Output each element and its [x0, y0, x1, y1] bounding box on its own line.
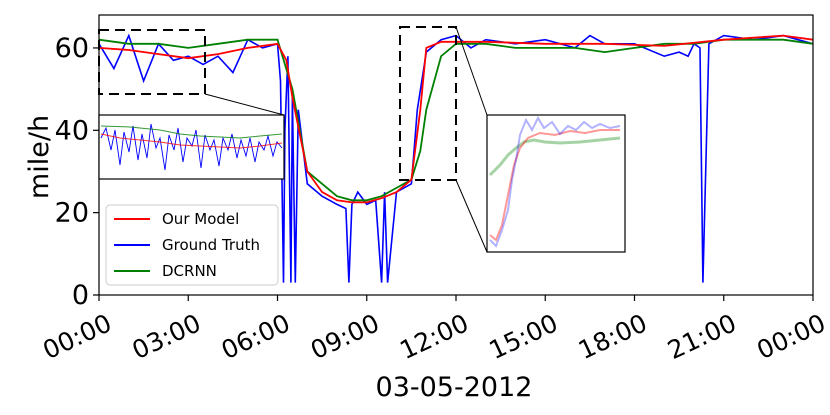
legend-label-our-model: Our Model — [162, 210, 239, 228]
x-tick-label: 00:00 — [752, 308, 830, 365]
legend-label-ground-truth: Ground Truth — [162, 236, 260, 254]
x-tick-label: 09:00 — [306, 308, 384, 365]
zoom-connector-right-b — [455, 179, 488, 253]
zoom-inset-right-dcrnn — [488, 136, 621, 177]
zoom-connector-left-a — [204, 93, 285, 116]
legend-box — [105, 204, 279, 286]
zoom-box-right — [399, 26, 457, 181]
y-tick-label: 40 — [55, 115, 89, 146]
zoom-inset-right — [486, 114, 626, 253]
x-tick-label: 06:00 — [217, 308, 295, 365]
zoom-inset-right-ourmodel — [489, 129, 620, 242]
x-tick-label: 21:00 — [663, 308, 741, 365]
series-line-ground-truth — [98, 33, 814, 283]
x-tick-label: 00:00 — [38, 308, 116, 365]
zoom-connector-right-a — [455, 26, 488, 116]
y-tick-label: 60 — [55, 33, 89, 64]
x-tick-label: 03:00 — [128, 308, 206, 365]
zoom-inset-left-dcrnn — [100, 125, 283, 139]
zoom-inset-left-ourmodel — [100, 133, 283, 149]
legend-label-dcrnn: DCRNN — [162, 262, 217, 280]
y-tick-label: 0 — [72, 280, 89, 311]
y-tick-label: 20 — [55, 198, 89, 229]
x-tick-label: 15:00 — [485, 308, 563, 365]
zoom-insets — [98, 26, 626, 253]
y-axis-label: mile/h — [24, 115, 55, 199]
x-axis-label: 03-05-2012 — [376, 372, 533, 403]
zoom-inset-right-groundtruth — [489, 115, 621, 248]
series-line-dcrnn — [98, 38, 814, 202]
x-tick-label: 12:00 — [395, 308, 473, 365]
series-lines — [98, 33, 814, 283]
zoom-box-left — [98, 29, 206, 95]
zoom-inset-left — [98, 114, 285, 180]
series-line-our-model — [98, 34, 814, 204]
x-tick-label: 18:00 — [574, 308, 652, 365]
legend: Our Model Ground Truth DCRNN — [105, 204, 279, 286]
